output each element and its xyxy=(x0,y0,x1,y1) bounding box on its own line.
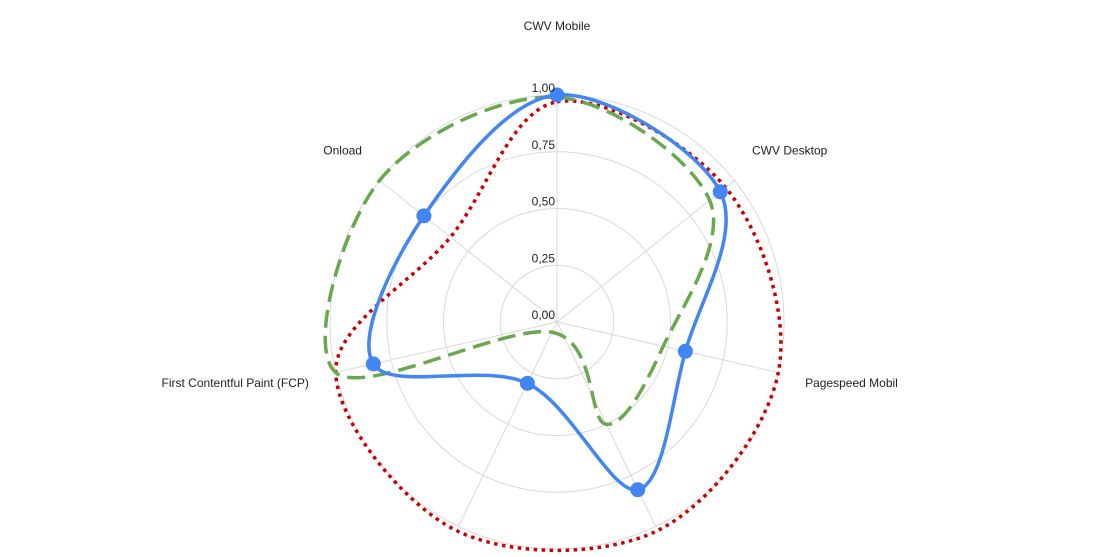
tick-label: 0,50 xyxy=(532,195,556,209)
series-0 xyxy=(365,87,728,498)
series-1 xyxy=(323,95,716,427)
data-point[interactable] xyxy=(630,482,646,498)
series-layer xyxy=(323,87,783,553)
data-point[interactable] xyxy=(519,375,535,391)
axis-spoke xyxy=(458,321,558,527)
axis-label: CWV Desktop xyxy=(752,144,828,158)
series-line-1 xyxy=(323,95,716,427)
tick-label: 1,00 xyxy=(532,81,556,95)
tick-label: 0,75 xyxy=(532,138,556,152)
axis-label: First Contentful Paint (FCP) xyxy=(162,376,309,390)
data-point[interactable] xyxy=(677,343,693,359)
data-point[interactable] xyxy=(712,184,728,200)
axis-spoke xyxy=(556,321,779,373)
axis-label: Pagespeed Mobil xyxy=(805,376,898,390)
tick-labels: 0,00 0,25 0,50 0,75 1,00 xyxy=(532,81,556,322)
axis-label: Onload xyxy=(323,144,362,158)
axis-labels: CWV Mobile CWV Desktop Pagespeed Mobil Firs… xyxy=(162,19,898,390)
tick-label: 0,25 xyxy=(532,251,556,265)
data-point[interactable] xyxy=(549,87,565,103)
axis-spoke xyxy=(556,180,735,323)
axis-spoke xyxy=(379,180,558,323)
data-point[interactable] xyxy=(416,208,432,224)
tick-label: 0,00 xyxy=(532,308,556,322)
axis-label: CWV Mobile xyxy=(524,19,591,33)
data-point[interactable] xyxy=(365,356,381,372)
